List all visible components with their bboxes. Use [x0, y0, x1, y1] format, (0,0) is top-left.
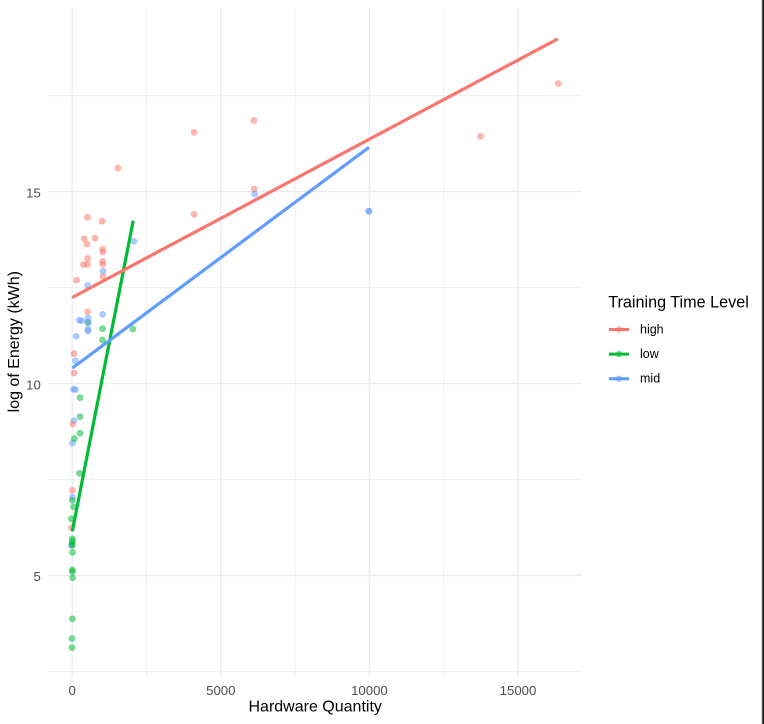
svg-text:log of Energy (kWh): log of Energy (kWh) — [6, 271, 23, 412]
svg-text:15: 15 — [26, 185, 41, 200]
svg-text:15000: 15000 — [500, 683, 537, 698]
svg-text:5000: 5000 — [206, 683, 235, 698]
svg-text:5: 5 — [33, 569, 40, 584]
svg-text:mid: mid — [640, 372, 660, 386]
svg-text:high: high — [640, 322, 664, 336]
svg-text:Training Time Level: Training Time Level — [608, 294, 749, 312]
svg-text:0: 0 — [69, 683, 76, 698]
svg-text:10000: 10000 — [351, 683, 388, 698]
svg-text:Hardware Quantity: Hardware Quantity — [249, 699, 382, 716]
svg-text:low: low — [640, 347, 660, 361]
svg-text:10: 10 — [26, 377, 41, 392]
